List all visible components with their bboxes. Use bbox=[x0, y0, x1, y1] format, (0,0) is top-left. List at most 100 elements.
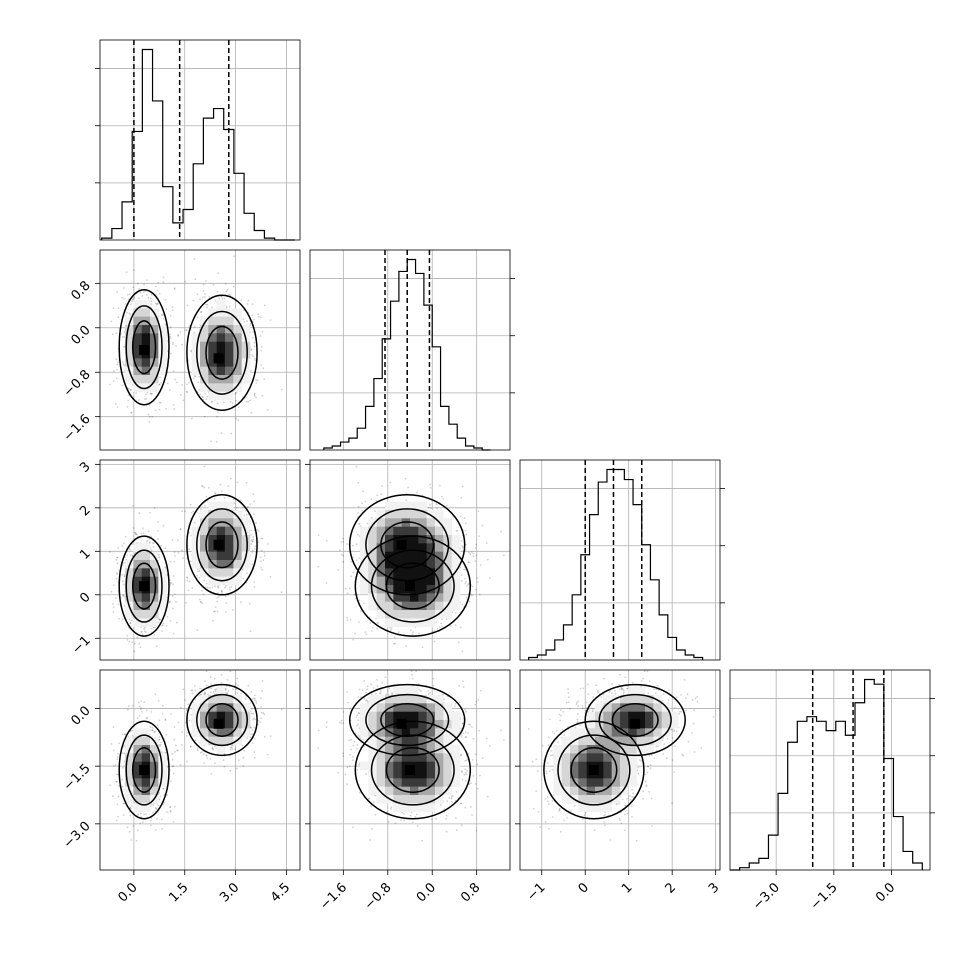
panel-2-1-point bbox=[211, 401, 213, 403]
panel-3-2-contour-1-2 bbox=[370, 549, 455, 623]
panel-2-1-point bbox=[256, 379, 259, 382]
panel-2-1-point bbox=[192, 299, 195, 302]
panel-3-1-contour-2-1 bbox=[186, 494, 258, 596]
panel-3-2-density-cell bbox=[401, 568, 411, 577]
panel-3-1-point bbox=[116, 556, 118, 559]
panel-3-1-density-cell bbox=[200, 510, 209, 519]
density-panel-3-2 bbox=[309, 459, 511, 661]
panel-2-1-point bbox=[245, 397, 247, 399]
panel-3-2-density-cell bbox=[418, 618, 427, 627]
panel-2-1-point bbox=[158, 292, 161, 295]
panel-3-2-point bbox=[460, 574, 463, 576]
panel-3-2-point bbox=[454, 612, 457, 614]
panel-3-1-point bbox=[171, 607, 174, 610]
panel-3-1-point bbox=[128, 547, 131, 550]
panel-3-1-point bbox=[142, 532, 145, 535]
panel-2-1-density-cell bbox=[200, 375, 209, 384]
panel-2-1-point bbox=[130, 411, 133, 414]
panel-3-1-point bbox=[116, 562, 119, 565]
panel-3-2-density-cell bbox=[360, 543, 369, 552]
panel-3-1-point bbox=[217, 595, 220, 598]
panel-3-1-point bbox=[121, 618, 124, 621]
panel-3-2-point bbox=[463, 517, 466, 520]
panel-3-1-point bbox=[131, 641, 134, 644]
panel-2-1-point bbox=[116, 291, 119, 293]
panel-3-2-point bbox=[344, 587, 347, 590]
panel-2-1-density-cell bbox=[141, 300, 151, 309]
panel-3-2-point bbox=[441, 618, 443, 621]
panel-3-1-point bbox=[177, 539, 179, 542]
panel-3-2-point bbox=[390, 629, 392, 631]
panel-2-1-point bbox=[115, 332, 118, 335]
panel-3-2-point bbox=[460, 540, 463, 542]
panel-2-1-point bbox=[111, 333, 114, 336]
panel-2-1-point bbox=[160, 381, 162, 384]
panel-3-1-point bbox=[150, 627, 153, 630]
panel-3-2-point bbox=[364, 631, 367, 634]
panel-3-1-point bbox=[252, 538, 255, 541]
panel-2-1-peak-1 bbox=[139, 345, 150, 355]
panel-2-1-point bbox=[261, 394, 264, 397]
panel-2-1-point bbox=[175, 344, 177, 347]
panel-2-1-density-cell bbox=[208, 366, 217, 376]
panel-3-2-density-cell bbox=[376, 601, 386, 611]
panel-3-2-point bbox=[411, 633, 414, 636]
panel-3-1-point bbox=[251, 540, 254, 543]
panel-2-1-point bbox=[202, 283, 205, 286]
panel-2-1-point bbox=[173, 288, 176, 290]
panel-3-2-point bbox=[464, 577, 466, 580]
panel-3-1-point bbox=[170, 582, 172, 584]
panel-2-1-point bbox=[190, 350, 193, 352]
panel-2-1-point bbox=[112, 307, 115, 310]
panel-2-1-density-cell bbox=[216, 383, 226, 392]
panel-2-1-point bbox=[165, 308, 168, 310]
hist-2-bars bbox=[323, 258, 491, 451]
panel-3-1-density-cell bbox=[133, 560, 142, 569]
panel-3-1-point bbox=[165, 625, 168, 627]
panel-2-1-density-cell bbox=[150, 316, 159, 326]
panel-3-1-point bbox=[123, 604, 126, 607]
panel-2-1-point bbox=[202, 290, 205, 292]
panel-3-2-density-cell bbox=[393, 560, 402, 569]
panel-4-1-point bbox=[154, 730, 156, 733]
panel-3-1-density-cell bbox=[208, 501, 217, 511]
hist-2-frame bbox=[309, 249, 511, 451]
panel-3-1-density-cell bbox=[233, 510, 242, 519]
panel-4-1-point bbox=[164, 751, 166, 754]
panel-3-2-density-cell bbox=[418, 610, 427, 619]
panel-3-1-point bbox=[116, 556, 119, 559]
panel-2-1-density-cell bbox=[150, 383, 159, 392]
hist-panel-4 bbox=[729, 669, 935, 871]
panel-2-1-point bbox=[133, 296, 136, 299]
panel-2-1-point bbox=[130, 412, 133, 414]
panel-3-2-point bbox=[342, 541, 345, 543]
panel-3-2-density-cell bbox=[368, 568, 377, 577]
panel-2-1-point bbox=[186, 329, 188, 331]
panel-4-1-point bbox=[166, 811, 168, 813]
panel-2-1-density-cell bbox=[208, 383, 217, 392]
panel-3-1-point bbox=[157, 538, 159, 540]
panel-3-1-density-cell bbox=[133, 593, 142, 602]
panel-3-2-point bbox=[441, 495, 443, 498]
panel-3-1-point bbox=[171, 594, 174, 597]
panel-3-2-point bbox=[355, 543, 358, 546]
panel-3-1-point bbox=[212, 619, 214, 622]
panel-2-1-point bbox=[166, 382, 169, 385]
panel-3-2-point bbox=[435, 621, 438, 624]
panel-3-2-density-cell bbox=[385, 535, 394, 544]
panel-2-1-point bbox=[127, 399, 130, 402]
panel-2-1-point bbox=[127, 394, 130, 397]
panel-3-1-point bbox=[184, 510, 186, 513]
panel-3-2-density-cell bbox=[426, 601, 436, 611]
panel-3-1-point bbox=[185, 601, 187, 604]
panel-3-2-density-cell bbox=[451, 576, 461, 586]
panel-3-1-point bbox=[123, 596, 126, 598]
panel-3-2-density-cell bbox=[418, 526, 427, 536]
panel-3-2-point bbox=[450, 625, 452, 627]
panel-3-2-point bbox=[374, 510, 376, 512]
panel-2-1-point bbox=[123, 364, 126, 367]
panel-3-1-density-cell bbox=[216, 568, 226, 577]
panel-3-1-point bbox=[123, 561, 125, 564]
panel-4-1-point bbox=[175, 744, 177, 747]
panel-3-2-density-cell bbox=[393, 551, 402, 561]
